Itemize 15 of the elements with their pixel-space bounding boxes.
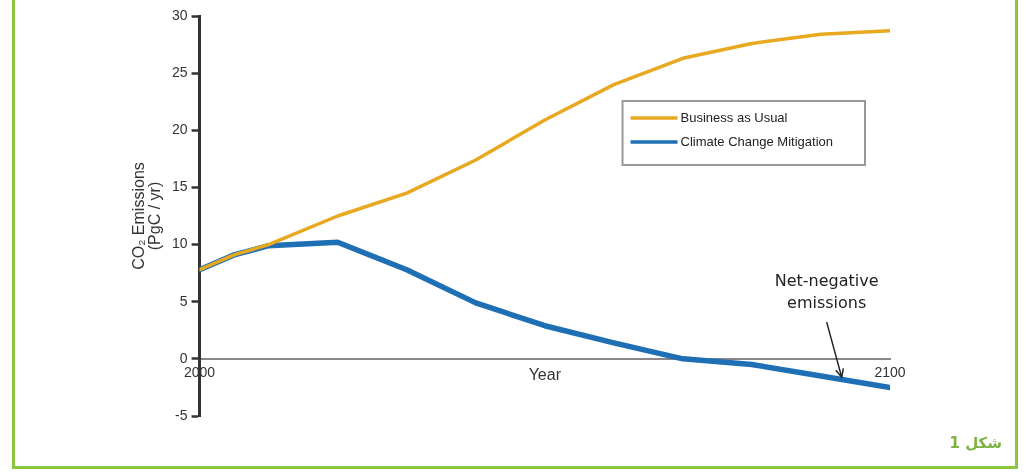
y-tick-label: -5: [175, 406, 188, 423]
text: شکل 1: [949, 434, 1002, 452]
y-tick-label: 15: [171, 178, 188, 195]
x-axis-title: Year: [528, 365, 562, 383]
y-tick-label: 30: [171, 6, 188, 23]
x-tick-label: 2100: [874, 364, 906, 381]
legend-label: Climate Change Mitigation: [680, 133, 833, 149]
y-tick-label: 20: [171, 121, 188, 138]
legend-label: Business as Usual: [680, 109, 788, 125]
y-tick-label: 10: [171, 235, 188, 252]
y-tick-label: 25: [171, 64, 188, 80]
y-tick-label: 0: [179, 349, 188, 366]
y-tick-label: 5: [179, 292, 188, 309]
y-axis-title: CO₂ Emissions (PgC / yr): [130, 162, 164, 270]
annotation: Net-negative emissions: [774, 271, 879, 313]
